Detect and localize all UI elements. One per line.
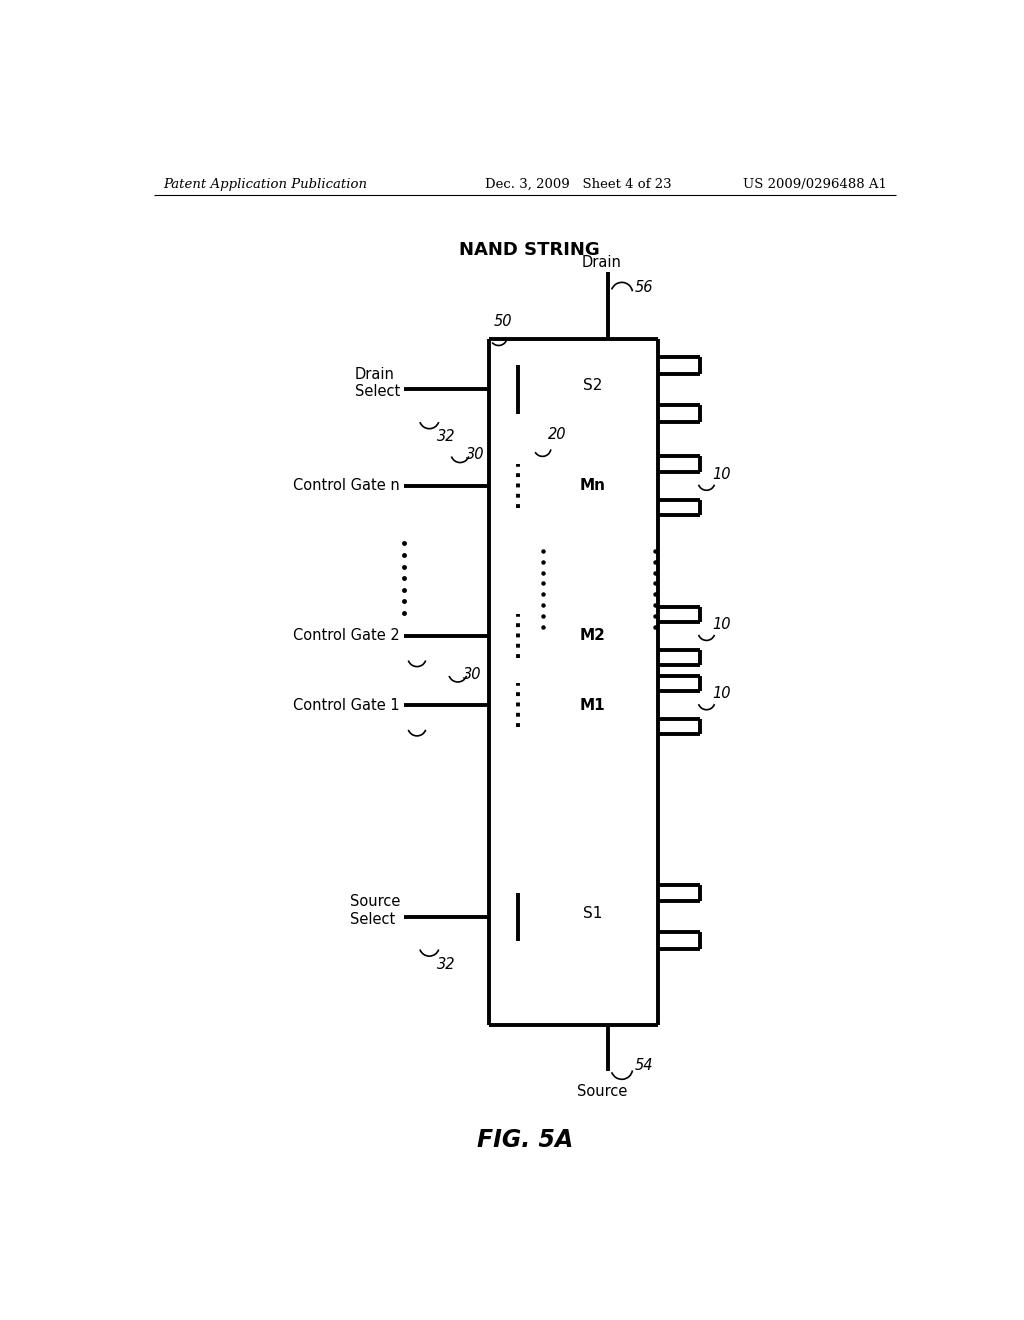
Text: US 2009/0296488 A1: US 2009/0296488 A1 bbox=[742, 178, 887, 190]
Text: 30: 30 bbox=[466, 447, 484, 462]
Text: 56: 56 bbox=[635, 280, 653, 296]
Text: 10: 10 bbox=[712, 466, 730, 482]
Text: 10: 10 bbox=[712, 616, 730, 632]
Text: M1: M1 bbox=[580, 697, 605, 713]
Text: FIG. 5A: FIG. 5A bbox=[477, 1129, 572, 1152]
Text: Control Gate 2: Control Gate 2 bbox=[293, 628, 400, 643]
Text: Dec. 3, 2009   Sheet 4 of 23: Dec. 3, 2009 Sheet 4 of 23 bbox=[484, 178, 672, 190]
Text: 50: 50 bbox=[494, 314, 512, 330]
Text: 32: 32 bbox=[437, 957, 456, 972]
Text: Mn: Mn bbox=[580, 478, 605, 494]
Text: 54: 54 bbox=[635, 1057, 653, 1073]
Text: S1: S1 bbox=[583, 906, 602, 920]
Text: NAND STRING: NAND STRING bbox=[459, 240, 600, 259]
Text: 32: 32 bbox=[437, 429, 456, 445]
Text: 20: 20 bbox=[548, 426, 566, 442]
Text: M2: M2 bbox=[580, 628, 605, 643]
Text: Source
Select: Source Select bbox=[349, 895, 400, 927]
Text: Drain: Drain bbox=[582, 255, 622, 271]
Text: 10: 10 bbox=[712, 686, 730, 701]
Text: Patent Application Publication: Patent Application Publication bbox=[163, 178, 367, 190]
Text: Control Gate 1: Control Gate 1 bbox=[294, 697, 400, 713]
Text: Source: Source bbox=[577, 1084, 627, 1100]
Text: Drain
Select: Drain Select bbox=[354, 367, 400, 400]
Text: S2: S2 bbox=[583, 378, 602, 393]
Text: Control Gate n: Control Gate n bbox=[293, 478, 400, 494]
Text: 30: 30 bbox=[463, 667, 481, 681]
